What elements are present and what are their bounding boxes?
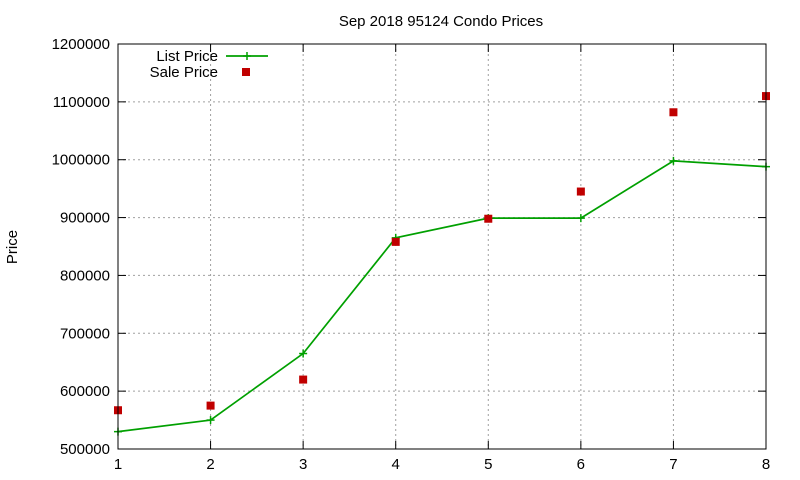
y-axis-title: Price [4, 230, 21, 264]
legend-label-list-price: List Price [156, 48, 218, 65]
data-point-sale-price [484, 214, 493, 223]
y-tick-label: 1000000 [52, 152, 110, 169]
plot-border [117, 43, 767, 450]
data-point-sale-price [576, 187, 585, 196]
y-tick-label: 800000 [60, 267, 110, 284]
legend-sample-sale-price [242, 68, 250, 76]
x-tick-label: 8 [762, 456, 770, 473]
axis-ticks: 500000 600000 700000 800000 900000 1000000 110… [52, 36, 771, 473]
legend: List Price Sale Price [150, 48, 268, 81]
x-tick-label: 3 [299, 456, 307, 473]
grid-lines [118, 44, 766, 449]
legend-label-sale-price: Sale Price [150, 64, 218, 81]
x-tick-label: 5 [484, 456, 492, 473]
x-tick-label: 2 [206, 456, 214, 473]
data-point-sale-price [669, 108, 678, 117]
series-layer [114, 92, 770, 436]
data-point-list-price [299, 349, 308, 358]
data-point-sale-price [206, 401, 215, 410]
y-tick-label: 500000 [60, 441, 110, 458]
x-tick-label: 7 [669, 456, 677, 473]
legend-marker-sale-price [242, 68, 250, 76]
series-line-list-price [117, 160, 767, 433]
x-tick-label: 6 [577, 456, 585, 473]
data-point-sale-price [391, 237, 400, 246]
data-point-list-price [576, 214, 585, 223]
legend-marker-list-price [243, 52, 251, 60]
y-tick-label: 1200000 [52, 36, 110, 53]
x-tick-label: 1 [114, 456, 122, 473]
chart-title: Sep 2018 95124 Condo Prices [339, 13, 543, 30]
y-tick-label: 700000 [60, 325, 110, 342]
legend-sample-list-price [226, 52, 268, 60]
y-tick-label: 1100000 [53, 94, 110, 111]
y-tick-label: 600000 [60, 383, 110, 400]
x-tick-label: 4 [392, 456, 400, 473]
data-point-sale-price [299, 375, 308, 384]
y-tick-label: 900000 [60, 210, 110, 227]
data-point-list-price [669, 156, 678, 165]
data-point-list-price [206, 416, 215, 425]
